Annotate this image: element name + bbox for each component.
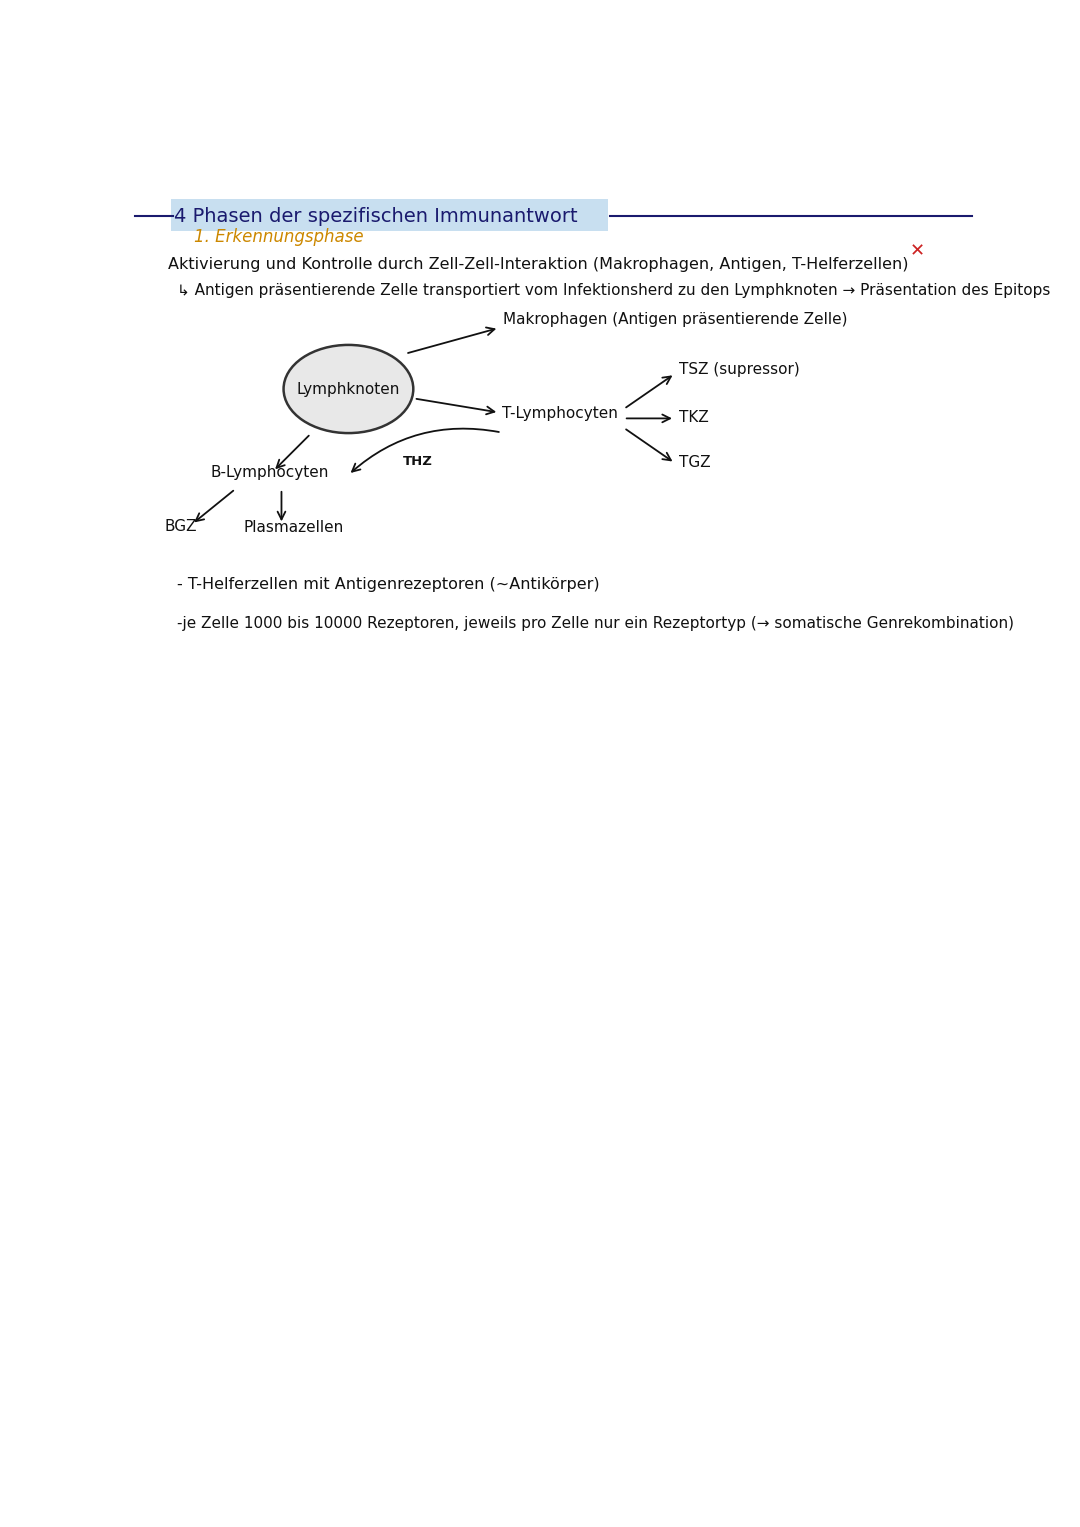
Text: B-Lymphocyten: B-Lymphocyten <box>211 466 328 479</box>
Text: 4 Phasen der spezifischen Immunantwort: 4 Phasen der spezifischen Immunantwort <box>174 206 578 226</box>
Text: ✕: ✕ <box>910 243 926 261</box>
Text: T-Lymphocyten: T-Lymphocyten <box>501 406 618 421</box>
Text: - T-Helferzellen mit Antigenrezeptoren (~Antikörper): - T-Helferzellen mit Antigenrezeptoren (… <box>177 577 599 592</box>
Text: TSZ (supressor): TSZ (supressor) <box>679 362 800 377</box>
Text: TGZ: TGZ <box>679 455 711 470</box>
Text: Plasmazellen: Plasmazellen <box>244 521 345 536</box>
Text: ↳ Antigen präsentierende Zelle transportiert vom Infektionsherd zu den Lymphknot: ↳ Antigen präsentierende Zelle transport… <box>177 282 1050 298</box>
Text: Makrophagen (Antigen präsentierende Zelle): Makrophagen (Antigen präsentierende Zell… <box>503 313 848 327</box>
Text: BGZ: BGZ <box>164 519 197 534</box>
Text: 1. Erkennungsphase: 1. Erkennungsphase <box>193 228 363 246</box>
Text: THZ: THZ <box>403 455 433 469</box>
Text: Aktivierung und Kontrolle durch Zell-Zell-Interaktion (Makrophagen, Antigen, T-H: Aktivierung und Kontrolle durch Zell-Zel… <box>168 257 909 272</box>
FancyBboxPatch shape <box>171 199 608 232</box>
Text: TKZ: TKZ <box>679 409 708 425</box>
Ellipse shape <box>284 345 414 434</box>
Text: Lymphknoten: Lymphknoten <box>297 382 400 397</box>
Text: -je Zelle 1000 bis 10000 Rezeptoren, jeweils pro Zelle nur ein Rezeptortyp (→ so: -je Zelle 1000 bis 10000 Rezeptoren, jew… <box>177 615 1014 631</box>
